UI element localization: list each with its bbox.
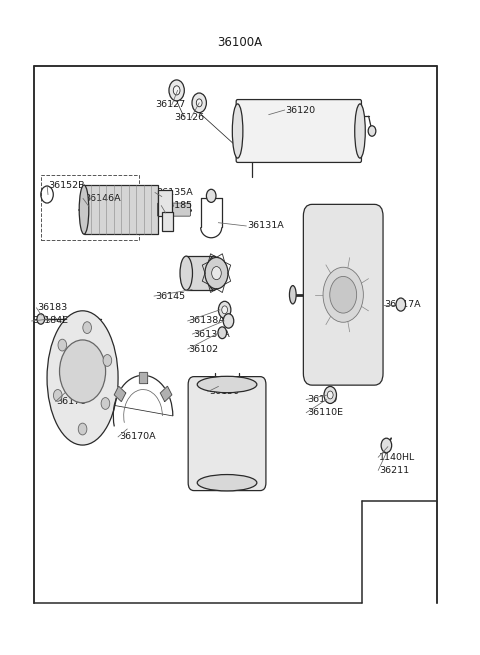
Text: 36127: 36127 [156,100,185,109]
Circle shape [330,276,357,313]
Text: 36150: 36150 [209,387,239,396]
Text: 36120: 36120 [286,105,316,115]
Circle shape [218,301,231,318]
Text: 36183: 36183 [37,303,68,312]
Circle shape [324,386,336,403]
Text: 36102: 36102 [189,345,219,354]
Circle shape [223,314,234,328]
Circle shape [83,322,92,333]
Circle shape [101,398,110,409]
Ellipse shape [79,185,89,234]
Circle shape [103,354,112,366]
Circle shape [53,390,62,402]
Text: 36211: 36211 [379,466,409,475]
Circle shape [58,339,67,351]
Circle shape [173,86,180,95]
FancyBboxPatch shape [188,377,266,491]
FancyBboxPatch shape [303,204,383,385]
Circle shape [368,126,376,136]
Circle shape [212,267,221,280]
Circle shape [205,257,228,289]
FancyBboxPatch shape [236,100,361,162]
FancyBboxPatch shape [157,203,191,216]
Bar [162,212,173,231]
Ellipse shape [180,256,192,290]
Text: 36170A: 36170A [119,432,156,441]
Circle shape [222,306,228,314]
Bar [158,190,172,216]
Circle shape [323,267,363,322]
Ellipse shape [197,376,257,392]
Text: 36170: 36170 [57,397,87,406]
Ellipse shape [289,286,296,304]
Text: 36117A: 36117A [384,300,420,309]
Text: 36138A: 36138A [189,316,226,326]
Bar [186,256,214,290]
Polygon shape [114,386,126,402]
Circle shape [196,99,202,107]
Text: 36126: 36126 [175,113,204,122]
Text: 36131A: 36131A [247,221,284,231]
Polygon shape [160,386,172,402]
Circle shape [60,340,106,403]
Text: 36137A: 36137A [193,329,230,339]
Circle shape [78,423,87,435]
Circle shape [396,298,406,311]
Ellipse shape [232,104,243,158]
Text: 36110: 36110 [307,395,337,404]
Text: 36184E: 36184E [33,316,69,326]
Circle shape [327,391,333,399]
Ellipse shape [47,311,118,445]
Circle shape [218,327,227,339]
Text: 36100A: 36100A [217,36,263,49]
Circle shape [192,93,206,113]
Text: 36135A: 36135A [156,188,193,197]
Circle shape [37,314,45,324]
Ellipse shape [208,256,220,290]
Ellipse shape [355,104,365,158]
Text: 36152B: 36152B [48,181,84,190]
Text: 36146A: 36146A [84,194,120,203]
Circle shape [381,438,392,453]
Bar [41,175,139,240]
Text: 36185: 36185 [162,201,192,210]
Ellipse shape [197,474,257,491]
Circle shape [169,80,184,101]
Circle shape [206,189,216,202]
Text: 36145: 36145 [155,291,185,301]
Text: 1140HL: 1140HL [379,453,416,462]
Polygon shape [139,371,147,383]
Text: 36110E: 36110E [307,408,343,417]
Bar [84,185,158,234]
